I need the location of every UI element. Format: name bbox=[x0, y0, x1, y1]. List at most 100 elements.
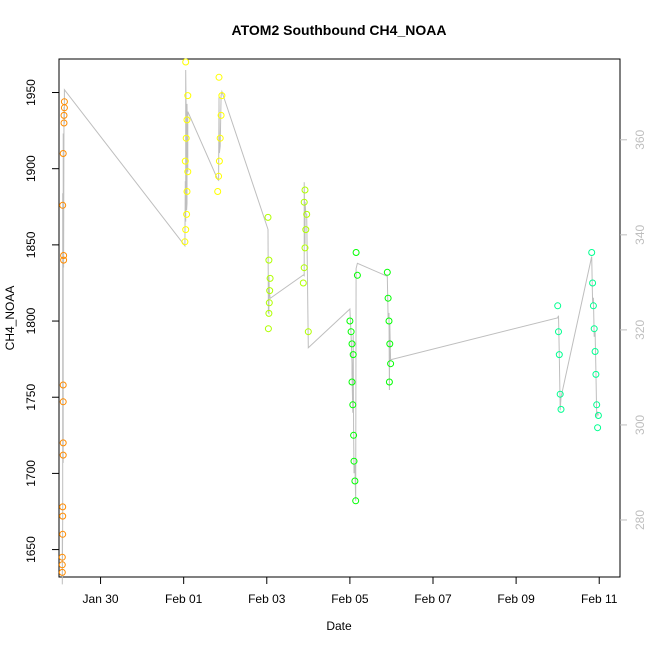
data-point bbox=[59, 398, 67, 406]
data-point bbox=[555, 351, 563, 359]
y-tick-label-right: 340 bbox=[633, 225, 647, 245]
data-point bbox=[59, 439, 67, 447]
data-point bbox=[350, 457, 358, 465]
data-point bbox=[352, 249, 360, 256]
data-point bbox=[183, 188, 191, 195]
y-tick-label-left: 1650 bbox=[24, 536, 38, 563]
data-point bbox=[348, 378, 356, 386]
data-point bbox=[218, 92, 226, 100]
overlay-lines bbox=[61, 69, 599, 585]
y-tick-label-right: 360 bbox=[633, 129, 647, 149]
data-point bbox=[300, 264, 308, 272]
data-point bbox=[304, 328, 312, 336]
data-point bbox=[385, 317, 393, 325]
data-point bbox=[266, 287, 274, 295]
data-point bbox=[59, 150, 67, 157]
data-point bbox=[554, 302, 562, 310]
data-point bbox=[60, 98, 68, 106]
data-point bbox=[386, 340, 394, 348]
y-tick-label-right: 320 bbox=[633, 320, 647, 340]
data-point bbox=[264, 213, 272, 221]
data-point bbox=[181, 157, 189, 165]
data-point bbox=[60, 256, 68, 264]
data-point bbox=[557, 405, 565, 413]
data-point bbox=[592, 370, 600, 378]
y-tick-label-right: 280 bbox=[633, 510, 647, 530]
y-tick-label-left: 1750 bbox=[24, 384, 38, 411]
data-point bbox=[555, 328, 562, 336]
data-point bbox=[59, 503, 67, 511]
data-point bbox=[352, 497, 360, 505]
x-axis-label: Date bbox=[326, 619, 352, 633]
data-point bbox=[385, 378, 393, 386]
x-tick-label: Feb 05 bbox=[331, 592, 369, 606]
x-tick-label: Feb 11 bbox=[581, 592, 618, 606]
axes: Jan 30 Feb 01 Feb 03 Feb 05 Feb 07 Feb 09 Feb … bbox=[24, 79, 647, 606]
data-point bbox=[349, 401, 357, 409]
x-tick-label: Feb 07 bbox=[414, 592, 452, 606]
x-tick-label: Feb 03 bbox=[248, 592, 286, 606]
data-point bbox=[301, 244, 309, 252]
data-point bbox=[383, 268, 391, 276]
y-tick-label-right: 300 bbox=[633, 415, 647, 435]
data-point bbox=[346, 317, 354, 325]
data-point bbox=[349, 351, 357, 359]
data-point bbox=[60, 111, 68, 119]
data-point bbox=[60, 252, 68, 259]
y-tick-label-left: 1850 bbox=[24, 231, 38, 258]
data-point bbox=[556, 390, 564, 398]
data-point bbox=[590, 325, 598, 333]
data-point bbox=[58, 561, 66, 569]
data-point bbox=[59, 530, 67, 538]
data-point bbox=[302, 226, 310, 234]
data-point bbox=[182, 58, 190, 66]
data-point bbox=[591, 348, 599, 355]
data-point bbox=[59, 512, 67, 520]
data-point bbox=[593, 401, 601, 409]
data-points bbox=[58, 58, 602, 576]
data-point bbox=[58, 553, 66, 561]
data-point bbox=[589, 279, 597, 287]
data-point bbox=[387, 360, 395, 368]
data-point bbox=[183, 210, 191, 218]
data-point bbox=[301, 186, 309, 194]
data-point bbox=[265, 309, 273, 317]
data-point bbox=[182, 134, 190, 142]
data-point bbox=[182, 226, 190, 234]
data-point bbox=[183, 116, 191, 124]
data-point bbox=[266, 274, 274, 282]
y-tick-label-left: 1800 bbox=[24, 307, 38, 334]
data-point bbox=[215, 73, 223, 81]
data-point bbox=[347, 328, 355, 336]
data-point bbox=[217, 111, 225, 119]
data-point bbox=[303, 210, 311, 218]
data-point bbox=[351, 477, 359, 485]
data-point bbox=[588, 249, 596, 256]
data-point bbox=[59, 201, 67, 209]
data-point bbox=[299, 279, 307, 287]
y-tick-label-left: 1900 bbox=[24, 155, 38, 182]
data-point bbox=[264, 325, 272, 333]
data-point bbox=[589, 302, 597, 310]
data-point bbox=[350, 431, 358, 439]
data-point bbox=[59, 451, 67, 459]
chart-title: ATOM2 Southbound CH4_NOAA bbox=[232, 22, 447, 38]
data-point bbox=[300, 198, 308, 206]
data-point bbox=[594, 412, 602, 419]
data-point bbox=[59, 381, 67, 389]
data-point bbox=[353, 271, 361, 279]
data-point bbox=[348, 340, 356, 348]
data-point bbox=[60, 119, 68, 127]
data-point bbox=[594, 424, 602, 432]
x-tick-label: Feb 01 bbox=[165, 592, 203, 606]
y-tick-label-left: 1950 bbox=[24, 79, 38, 106]
plot-frame bbox=[58, 58, 621, 578]
data-point bbox=[265, 299, 273, 307]
data-point bbox=[214, 188, 222, 195]
data-point bbox=[184, 92, 192, 100]
x-tick-label: Jan 30 bbox=[83, 592, 119, 606]
data-point bbox=[58, 568, 66, 576]
data-point bbox=[215, 172, 223, 180]
overlay-trace bbox=[61, 69, 599, 585]
